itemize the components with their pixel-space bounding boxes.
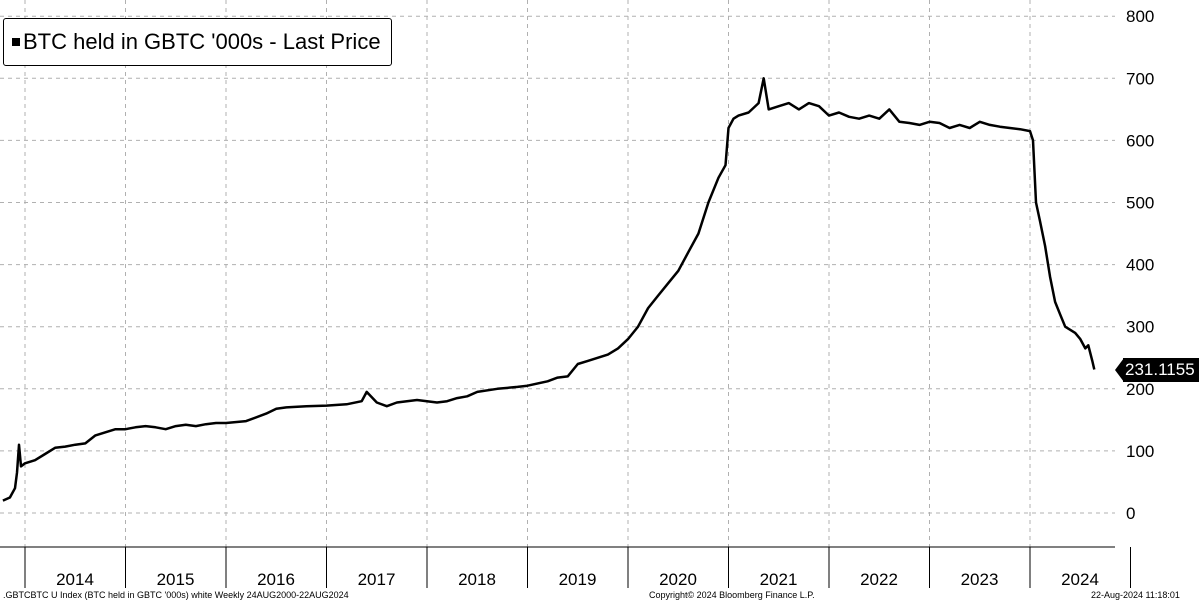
x-axis-ticks: 2014 2015 2016 2017 2018 2019 2020 2021 2022 2023… xyxy=(24,547,1131,589)
y-tick-label: 800 xyxy=(1126,7,1154,26)
legend-label: BTC held in GBTC '000s - Last Price xyxy=(23,29,381,54)
last-value-label: 231.1155 xyxy=(1123,358,1199,382)
x-tick-label: 2016 xyxy=(257,570,295,589)
x-tick-label: 2015 xyxy=(157,570,195,589)
x-tick-label: 2023 xyxy=(961,570,999,589)
y-tick-label: 100 xyxy=(1126,442,1154,461)
x-tick-label: 2019 xyxy=(559,570,597,589)
footer-source: .GBTCBTC U Index (BTC held in GBTC '000s… xyxy=(3,590,349,600)
series-line-btc-held xyxy=(2,77,1096,502)
x-tick-label: 2021 xyxy=(760,570,798,589)
y-tick-label: 600 xyxy=(1126,131,1154,150)
y-axis-ticks: 0 100 200 300 400 500 600 700 800 xyxy=(1126,7,1154,523)
footer-timestamp: 22-Aug-2024 11:18:01 xyxy=(1091,590,1180,600)
y-tick-label: 0 xyxy=(1126,504,1135,523)
y-tick-label: 200 xyxy=(1126,380,1154,399)
grid xyxy=(0,0,1115,547)
x-tick-label: 2020 xyxy=(659,570,697,589)
y-tick-label: 700 xyxy=(1126,69,1154,88)
footer-copyright: Copyright© 2024 Bloomberg Finance L.P. xyxy=(649,590,815,600)
y-tick-label: 400 xyxy=(1126,256,1154,275)
x-tick-label: 2022 xyxy=(860,570,898,589)
x-tick-label: 2017 xyxy=(358,570,396,589)
y-tick-label: 500 xyxy=(1126,194,1154,213)
x-tick-label: 2024 xyxy=(1061,570,1099,589)
x-tick-label: 2018 xyxy=(458,570,496,589)
last-value-pointer xyxy=(1115,358,1124,382)
y-tick-label: 300 xyxy=(1126,318,1154,337)
legend-swatch xyxy=(12,38,20,46)
legend: BTC held in GBTC '000s - Last Price xyxy=(3,18,392,66)
x-tick-label: 2014 xyxy=(56,570,94,589)
